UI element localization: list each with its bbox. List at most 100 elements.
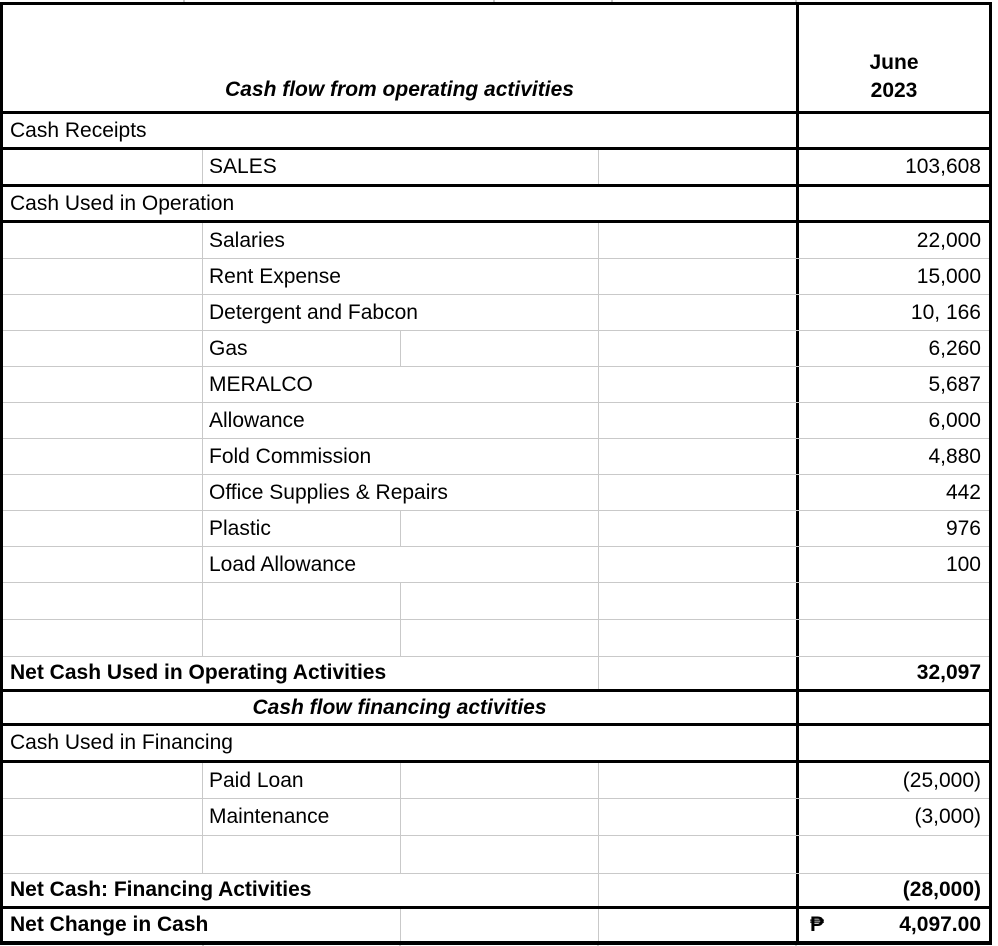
- empty-cell[interactable]: [599, 763, 796, 798]
- sales-label[interactable]: SALES: [203, 150, 599, 184]
- empty-cell[interactable]: [599, 223, 796, 258]
- period-header-cell[interactable]: June 2023: [796, 5, 989, 111]
- net-change-value-cell[interactable]: ₱ 4,097.00: [796, 909, 989, 941]
- item-label[interactable]: Office Supplies & Repairs: [203, 475, 599, 510]
- empty-cell[interactable]: [599, 836, 796, 873]
- empty-cell[interactable]: [3, 295, 203, 330]
- empty-cell[interactable]: [3, 763, 203, 798]
- item-label[interactable]: Detergent and Fabcon: [203, 295, 599, 330]
- row-item-fold-commission: Fold Commission 4,880: [3, 439, 989, 475]
- empty-cell[interactable]: [3, 331, 203, 366]
- empty-cell[interactable]: [796, 620, 989, 656]
- cash-receipts-label[interactable]: Cash Receipts: [10, 118, 147, 142]
- sales-value[interactable]: 103,608: [796, 150, 989, 184]
- item-value[interactable]: 15,000: [796, 259, 989, 294]
- row-total-operating: Net Cash Used in Operating Activities 32…: [3, 657, 989, 692]
- empty-cell[interactable]: [796, 583, 989, 619]
- empty-cell[interactable]: [3, 547, 203, 582]
- empty-cell[interactable]: [599, 295, 796, 330]
- empty-cell[interactable]: [3, 799, 203, 835]
- item-value[interactable]: 6,000: [796, 403, 989, 438]
- empty-cell[interactable]: [3, 475, 203, 510]
- empty-cell[interactable]: [401, 836, 599, 873]
- gridline-stub: [493, 0, 495, 2]
- item-label[interactable]: Plastic: [203, 511, 401, 546]
- empty-cell[interactable]: [401, 620, 599, 656]
- empty-cell[interactable]: [599, 331, 796, 366]
- row-item-salaries: Salaries 22,000: [3, 223, 989, 259]
- empty-cell[interactable]: [599, 620, 796, 656]
- empty-cell[interactable]: [599, 403, 796, 438]
- total-operating-value[interactable]: 32,097: [796, 657, 989, 689]
- empty-cell[interactable]: [3, 439, 203, 474]
- cash-used-financing-label[interactable]: Cash Used in Financing: [10, 731, 233, 754]
- operating-section-title[interactable]: Cash flow from operating activities: [225, 78, 574, 101]
- empty-cell[interactable]: [203, 583, 401, 619]
- row-item-gas: Gas 6,260: [3, 331, 989, 367]
- empty-cell[interactable]: [599, 439, 796, 474]
- item-label[interactable]: Salaries: [203, 223, 599, 258]
- financing-section-title[interactable]: Cash flow financing activities: [252, 695, 547, 719]
- item-value[interactable]: 442: [796, 475, 989, 510]
- empty-cell[interactable]: [401, 763, 599, 798]
- empty-cell[interactable]: [599, 874, 796, 906]
- net-change-label[interactable]: Net Change in Cash: [3, 909, 401, 941]
- empty-cell[interactable]: [3, 150, 203, 184]
- item-value[interactable]: 6,260: [796, 331, 989, 366]
- period-month: June: [869, 51, 919, 74]
- cash-used-operation-label[interactable]: Cash Used in Operation: [10, 191, 235, 215]
- empty-cell[interactable]: [203, 620, 401, 656]
- empty-cell[interactable]: [3, 403, 203, 438]
- item-label[interactable]: Paid Loan: [203, 763, 401, 798]
- gridline-stub: [795, 0, 797, 2]
- empty-cell[interactable]: [3, 620, 203, 656]
- empty-cell[interactable]: [599, 583, 796, 619]
- empty-cell[interactable]: [401, 799, 599, 835]
- item-label[interactable]: Rent Expense: [203, 259, 599, 294]
- empty-cell[interactable]: [3, 259, 203, 294]
- item-value[interactable]: 22,000: [796, 223, 989, 258]
- empty-cell[interactable]: [599, 799, 796, 835]
- empty-cell[interactable]: [3, 367, 203, 402]
- empty-cell[interactable]: [796, 114, 989, 147]
- empty-cell[interactable]: [401, 331, 599, 366]
- empty-cell[interactable]: [401, 511, 599, 546]
- empty-cell[interactable]: [3, 511, 203, 546]
- empty-cell[interactable]: [796, 836, 989, 873]
- empty-cell[interactable]: [3, 583, 203, 619]
- item-label[interactable]: Load Allowance: [203, 547, 599, 582]
- item-value[interactable]: (25,000): [796, 763, 989, 798]
- total-financing-label[interactable]: Net Cash: Financing Activities: [3, 874, 599, 906]
- empty-cell[interactable]: [401, 909, 599, 941]
- item-value[interactable]: (3,000): [796, 799, 989, 835]
- row-net-change: Net Change in Cash ₱ 4,097.00: [3, 909, 989, 941]
- empty-cell[interactable]: [3, 223, 203, 258]
- item-value[interactable]: 100: [796, 547, 989, 582]
- item-label[interactable]: MERALCO: [203, 367, 599, 402]
- item-value[interactable]: 4,880: [796, 439, 989, 474]
- empty-cell[interactable]: [599, 547, 796, 582]
- item-label[interactable]: Gas: [203, 331, 401, 366]
- item-label[interactable]: Allowance: [203, 403, 599, 438]
- item-label[interactable]: Fold Commission: [203, 439, 599, 474]
- empty-cell[interactable]: [599, 511, 796, 546]
- empty-cell[interactable]: [599, 367, 796, 402]
- empty-cell[interactable]: [796, 187, 989, 220]
- item-value[interactable]: 10, 166: [796, 295, 989, 330]
- empty-cell[interactable]: [796, 692, 989, 723]
- empty-cell[interactable]: [599, 657, 796, 689]
- empty-cell[interactable]: [401, 583, 599, 619]
- total-operating-label[interactable]: Net Cash Used in Operating Activities: [3, 657, 599, 689]
- empty-cell[interactable]: [599, 909, 796, 941]
- empty-cell[interactable]: [599, 150, 796, 184]
- empty-cell[interactable]: [3, 836, 203, 873]
- item-value[interactable]: 5,687: [796, 367, 989, 402]
- empty-cell[interactable]: [599, 259, 796, 294]
- row-item-detergent-fabcon: Detergent and Fabcon 10, 166: [3, 295, 989, 331]
- empty-cell[interactable]: [203, 836, 401, 873]
- item-label[interactable]: Maintenance: [203, 799, 401, 835]
- empty-cell[interactable]: [796, 726, 989, 760]
- item-value[interactable]: 976: [796, 511, 989, 546]
- total-financing-value[interactable]: (28,000): [796, 874, 989, 906]
- empty-cell[interactable]: [599, 475, 796, 510]
